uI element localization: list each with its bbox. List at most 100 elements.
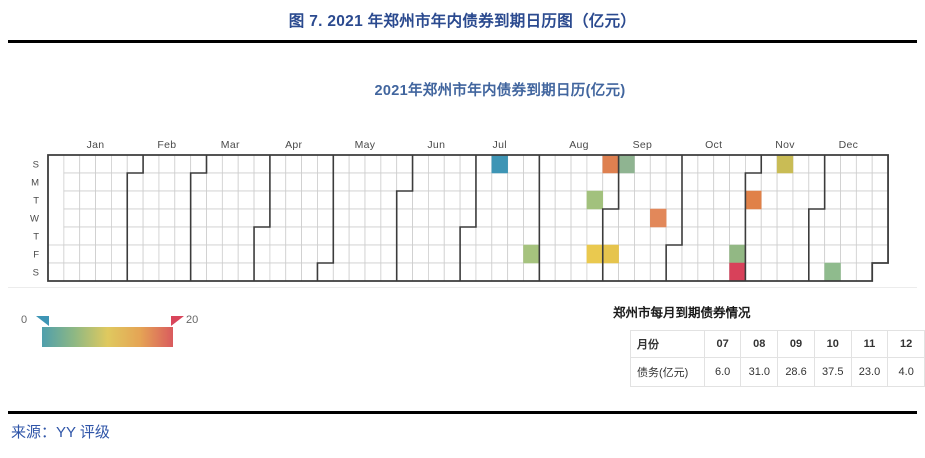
calendar-day-cell: [206, 208, 223, 228]
calendar-day-cell: [317, 244, 334, 264]
calendar-day-cell: [776, 172, 794, 192]
calendar-day-cell: [221, 190, 239, 210]
legend-min-marker-icon: [36, 316, 49, 326]
calendar-day-cell: [348, 262, 366, 282]
calendar-day-cell: [665, 262, 683, 282]
calendar-day-cell: [855, 262, 873, 282]
calendar-day-cell: [221, 226, 239, 246]
calendar-day-cell: [649, 244, 667, 264]
calendar-day-cell: [285, 226, 303, 246]
calendar-day-cell: [634, 154, 651, 174]
calendar-day-cell: [507, 154, 524, 174]
calendar-day-cell: [206, 244, 223, 264]
calendar-day-cell: [491, 226, 509, 246]
calendar-day-cell: [459, 154, 477, 174]
month-boundary-line: [808, 155, 826, 281]
calendar-month-label: Feb: [157, 139, 176, 151]
calendar-day-cell: [538, 190, 556, 210]
month-boundary-line: [253, 155, 271, 281]
calendar-day-cell: [364, 154, 382, 174]
calendar-day-cell: [285, 244, 303, 264]
calendar-month-label: Jul: [493, 139, 507, 151]
calendar-day-cell: [840, 226, 857, 246]
calendar-day-cell: [111, 208, 128, 228]
calendar-day-cell: [713, 262, 730, 282]
source-divider: [8, 411, 917, 414]
calendar-day-cell: [570, 172, 588, 192]
table-data-cell: 28.6: [777, 357, 815, 387]
calendar-day-cell: [602, 208, 620, 228]
calendar-day-cell: [745, 154, 762, 174]
calendar-day-cell: [697, 262, 715, 282]
calendar-day-cell: [253, 244, 271, 264]
calendar-day-cell: [538, 244, 556, 264]
calendar-day-cell: [364, 172, 382, 192]
calendar-day-cell: [475, 208, 493, 228]
calendar-day-cell: [396, 262, 413, 282]
calendar-day-cell: [190, 208, 207, 228]
calendar-day-cell: [570, 208, 588, 228]
figure-caption: 图 7. 2021 年郑州市年内债券到期日历图（亿元）: [288, 13, 637, 30]
calendar-day-cell: [221, 208, 239, 228]
calendar-day-cell: [586, 226, 604, 246]
calendar-day-cell: [554, 262, 572, 282]
table-header-cell: 12: [887, 330, 925, 358]
calendar-day-cell: [364, 208, 382, 228]
table-data-cell: 31.0: [740, 357, 779, 387]
calendar-day-cell: [332, 172, 350, 192]
calendar-day-cell: [364, 226, 382, 246]
month-boundary-line: [665, 155, 683, 281]
calendar-day-cell: [443, 190, 461, 210]
legend-max-marker-icon: [171, 316, 184, 326]
calendar-day-cell: [237, 154, 255, 174]
calendar-day-cell: [269, 226, 287, 246]
calendar-day-cell: [792, 190, 810, 210]
calendar-day-cell: [713, 172, 730, 192]
calendar-heat-cell: [745, 190, 762, 210]
calendar-day-cell: [824, 244, 841, 264]
calendar-day-cell: [221, 244, 239, 264]
calendar-day-cell: [665, 190, 683, 210]
calendar-day-cell: [681, 244, 699, 264]
calendar-day-cell: [190, 172, 207, 192]
calendar-day-cell: [523, 190, 540, 210]
calendar-day-cell: [586, 154, 604, 174]
calendar-day-cell: [443, 226, 461, 246]
calendar-day-cell: [792, 172, 810, 192]
calendar-day-cell: [681, 262, 699, 282]
calendar-day-cell: [618, 190, 635, 210]
calendar-day-cell: [412, 226, 429, 246]
calendar-day-cell: [396, 172, 413, 192]
legend-max-label: 20: [186, 314, 199, 326]
calendar-day-cell: [380, 226, 398, 246]
calendar-day-cell: [412, 172, 429, 192]
calendar-day-cell: [332, 244, 350, 264]
calendar-day-cell: [348, 226, 366, 246]
calendar-day-cell: [808, 226, 826, 246]
calendar-day-cell: [586, 172, 604, 192]
calendar-month-label: Nov: [775, 139, 795, 151]
calendar-day-cell: [427, 154, 445, 174]
calendar-day-of-week-label: M: [31, 178, 39, 189]
calendar-day-cell: [760, 172, 778, 192]
calendar-day-cell: [745, 244, 762, 264]
calendar-heat-cell: [602, 244, 619, 264]
calendar-day-cell: [253, 262, 271, 282]
calendar-day-cell: [776, 262, 794, 282]
calendar-day-cell: [317, 262, 334, 282]
calendar-day-cell: [776, 226, 794, 246]
calendar-day-cell: [792, 154, 810, 174]
calendar-day-cell: [111, 262, 128, 282]
calendar-day-cell: [824, 208, 841, 228]
calendar-day-cell: [538, 172, 556, 192]
calendar-day-cell: [158, 262, 176, 282]
calendar-day-cell: [95, 208, 112, 228]
calendar-month-label: May: [355, 139, 376, 151]
calendar-day-cell: [63, 190, 81, 210]
month-boundary-line: [459, 155, 477, 281]
calendar-day-cell: [824, 172, 841, 192]
calendar-day-cell: [269, 244, 287, 264]
calendar-day-cell: [538, 262, 556, 282]
calendar-day-cell: [412, 190, 429, 210]
calendar-day-cell: [269, 262, 287, 282]
